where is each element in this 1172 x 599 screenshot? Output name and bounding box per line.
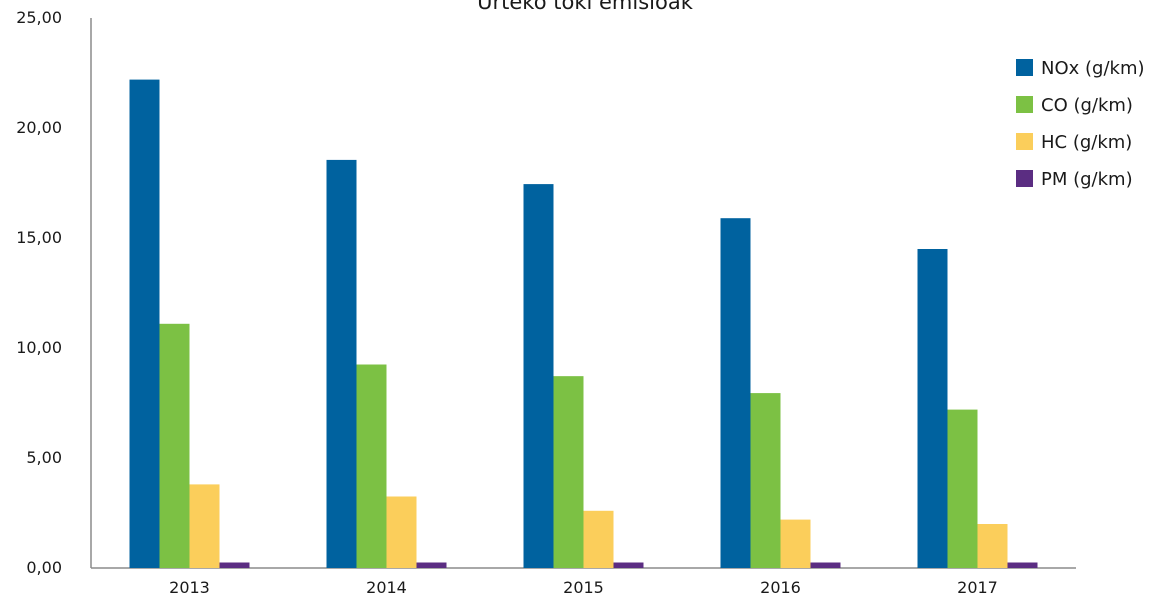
legend-label: CO (g/km) bbox=[1041, 95, 1133, 116]
bars bbox=[129, 79, 1038, 568]
bar-co-2014 bbox=[356, 364, 387, 568]
x-axis-ticks: 2013 2014 2015 2016 2017 bbox=[169, 578, 998, 597]
bar-co-2017 bbox=[947, 409, 978, 568]
x-tick-label: 2017 bbox=[957, 578, 998, 597]
y-tick-label: 15,00 bbox=[16, 228, 62, 247]
y-tick-label: 20,00 bbox=[16, 118, 62, 137]
legend-swatch bbox=[1016, 133, 1033, 150]
y-tick-label: 0,00 bbox=[26, 558, 62, 577]
legend-label: HC (g/km) bbox=[1041, 132, 1132, 153]
y-tick-label: 25,00 bbox=[16, 8, 62, 27]
bar-hc-2016 bbox=[780, 519, 811, 568]
legend-swatch bbox=[1016, 170, 1033, 187]
bar-co-2016 bbox=[750, 393, 781, 568]
bar-nox-2014 bbox=[326, 159, 357, 568]
legend-swatch bbox=[1016, 96, 1033, 113]
bar-co-2015 bbox=[553, 376, 584, 568]
x-tick-label: 2013 bbox=[169, 578, 210, 597]
y-axis-ticks: 0,00 5,00 10,00 15,00 20,00 25,00 bbox=[16, 8, 62, 577]
legend-label: PM (g/km) bbox=[1041, 169, 1133, 190]
chart-title: Urteko toki emisioak bbox=[477, 0, 694, 14]
bar-hc-2015 bbox=[583, 510, 614, 568]
x-tick-label: 2016 bbox=[760, 578, 801, 597]
y-tick-label: 5,00 bbox=[26, 448, 62, 467]
bar-nox-2016 bbox=[720, 218, 751, 568]
x-tick-label: 2014 bbox=[366, 578, 407, 597]
x-tick-label: 2015 bbox=[563, 578, 604, 597]
bar-nox-2017 bbox=[917, 249, 948, 568]
bar-pm-2017 bbox=[1007, 562, 1038, 568]
bar-nox-2015 bbox=[523, 184, 554, 568]
bar-hc-2014 bbox=[386, 496, 417, 568]
legend: NOx (g/km) CO (g/km) HC (g/km) PM (g/km) bbox=[1016, 58, 1145, 190]
bar-pm-2016 bbox=[810, 562, 841, 568]
bar-hc-2017 bbox=[977, 524, 1008, 568]
bar-pm-2013 bbox=[219, 562, 250, 568]
bar-pm-2015 bbox=[613, 562, 644, 568]
bar-co-2013 bbox=[159, 323, 190, 568]
legend-label: NOx (g/km) bbox=[1041, 58, 1145, 79]
bar-pm-2014 bbox=[416, 562, 447, 568]
legend-swatch bbox=[1016, 59, 1033, 76]
y-tick-label: 10,00 bbox=[16, 338, 62, 357]
bar-nox-2013 bbox=[129, 79, 160, 568]
bar-hc-2013 bbox=[189, 484, 220, 568]
